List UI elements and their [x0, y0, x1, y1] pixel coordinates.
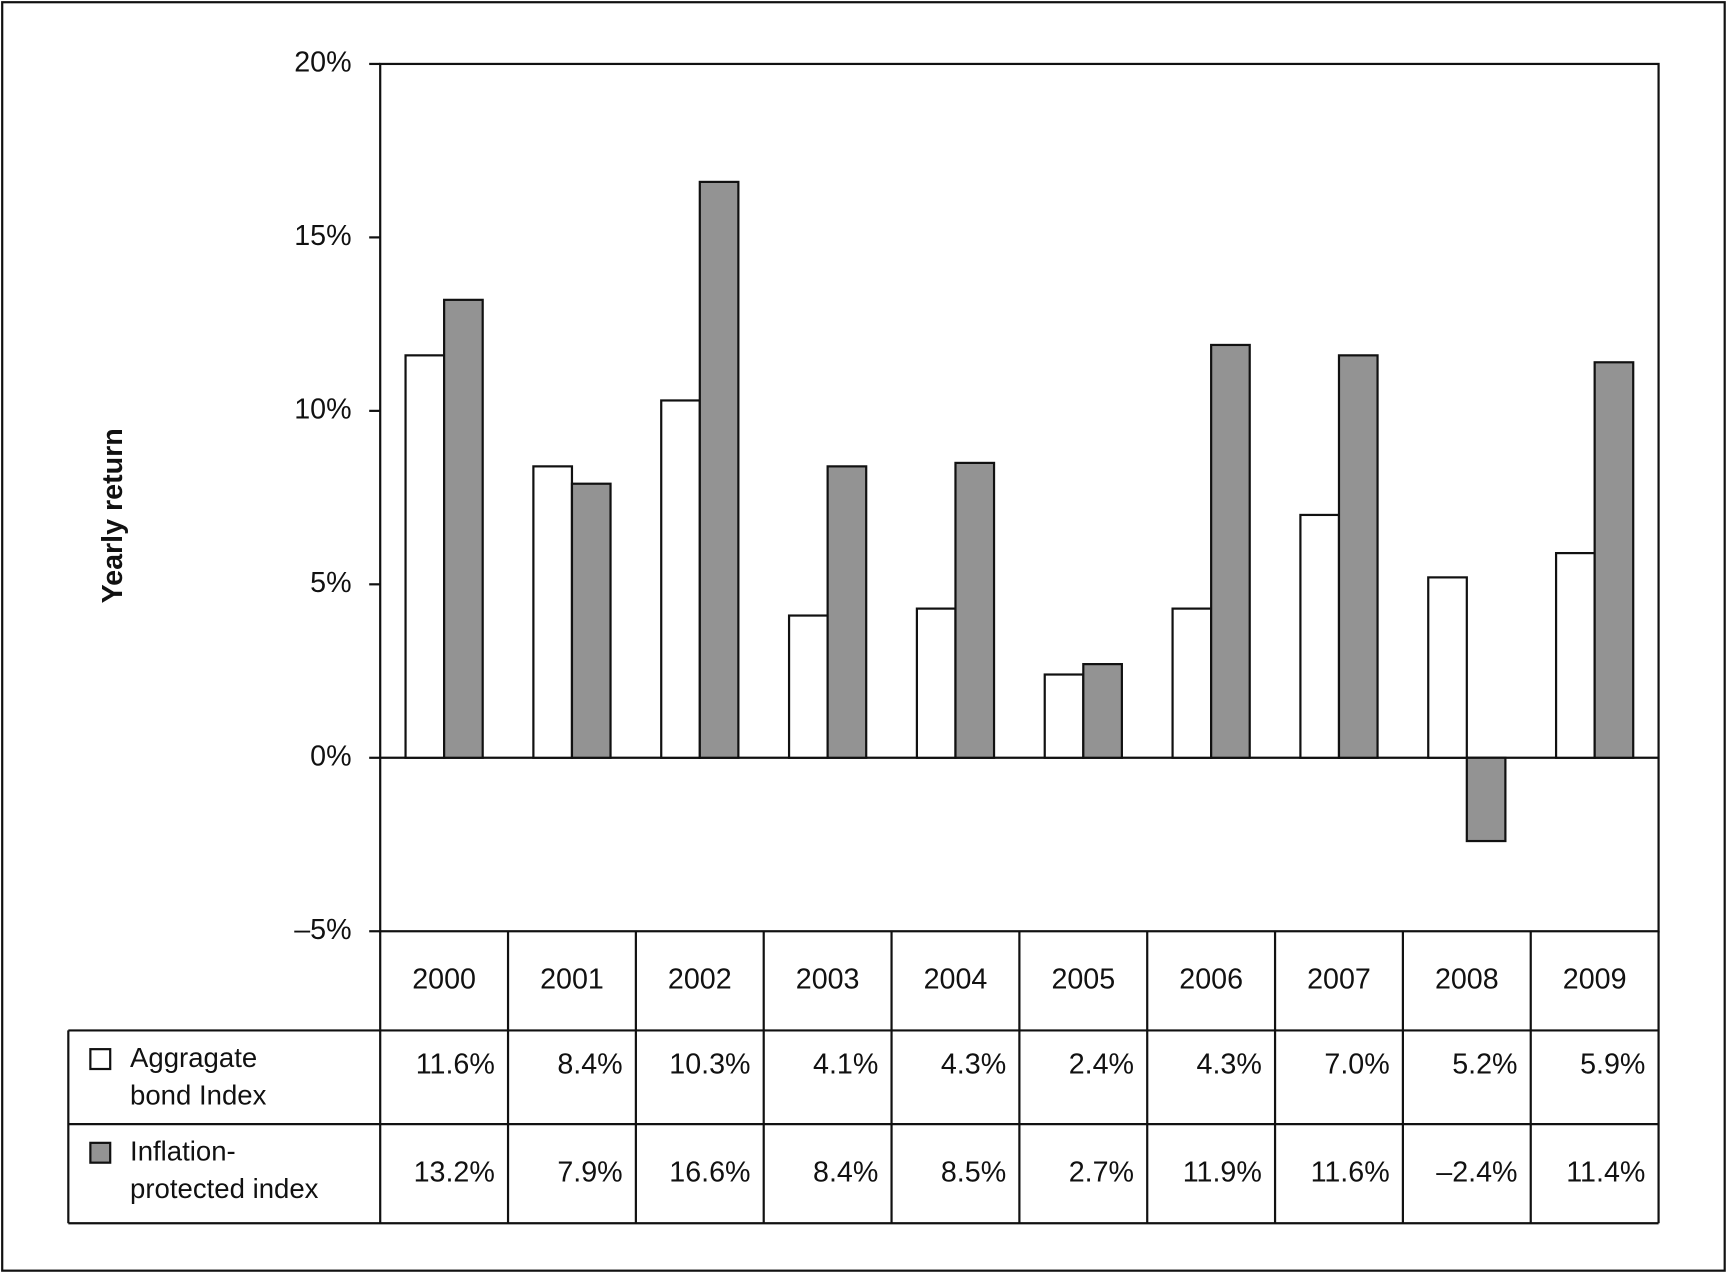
x-tick-label: 2004 — [924, 963, 988, 995]
y-tick-label: 15% — [294, 220, 351, 252]
x-tick-label: 2005 — [1051, 963, 1115, 995]
table-value: 8.5% — [941, 1156, 1006, 1188]
y-tick-label: –5% — [294, 914, 351, 946]
legend-swatch — [89, 1048, 112, 1071]
legend-swatch — [89, 1141, 112, 1164]
table-value: 5.2% — [1452, 1048, 1517, 1080]
bar — [443, 298, 484, 759]
bar — [1427, 576, 1468, 759]
x-tick-label: 2008 — [1435, 963, 1499, 995]
bar — [1082, 663, 1123, 759]
x-tick-label: 2006 — [1179, 963, 1243, 995]
bar — [570, 482, 612, 759]
bar — [532, 465, 574, 759]
table-value: 4.3% — [1197, 1048, 1262, 1080]
bar — [954, 461, 996, 759]
table-value: 11.4% — [1566, 1156, 1645, 1188]
table-value: 11.6% — [416, 1048, 495, 1080]
table-value: 7.9% — [557, 1156, 622, 1188]
table-value: 2.7% — [1069, 1156, 1134, 1188]
y-tick-label: 0% — [310, 740, 351, 772]
bar — [1210, 343, 1251, 759]
table-value: 10.3% — [669, 1048, 750, 1080]
y-axis-label: Yearly return — [97, 428, 129, 603]
table-value: 4.3% — [941, 1048, 1006, 1080]
bar — [826, 465, 868, 759]
table-value: 11.6% — [1311, 1156, 1390, 1188]
x-tick-label: 2000 — [412, 963, 476, 995]
table-value: 2.4% — [1069, 1048, 1134, 1080]
table-value: 11.9% — [1183, 1156, 1262, 1188]
y-tick-label: 10% — [294, 393, 351, 425]
table-value: 8.4% — [813, 1156, 878, 1188]
legend-label-box: Aggragate bond Index — [130, 1042, 267, 1111]
bar — [1043, 673, 1085, 759]
table-value: 13.2% — [414, 1156, 495, 1188]
bar — [1299, 513, 1341, 759]
bar — [698, 180, 740, 759]
x-tick-label: 2003 — [796, 963, 860, 995]
legend-label: Inflation-protected index — [130, 1136, 319, 1205]
x-tick-label: 2009 — [1563, 963, 1627, 995]
legend-label: Aggragate bond Index — [130, 1042, 267, 1111]
y-tick-label: 5% — [310, 567, 351, 599]
legend-label-box: Inflation-protected index — [130, 1136, 319, 1205]
table-value: 7.0% — [1324, 1048, 1389, 1080]
x-tick-label: 2002 — [668, 963, 732, 995]
bar — [915, 607, 957, 759]
table-value: 5.9% — [1580, 1048, 1645, 1080]
table-value: 4.1% — [813, 1048, 878, 1080]
table-value: 16.6% — [669, 1156, 750, 1188]
bar — [1465, 756, 1507, 843]
bar — [1593, 361, 1635, 759]
x-tick-label: 2007 — [1307, 963, 1371, 995]
bar — [1337, 354, 1379, 759]
table-value: –2.4% — [1436, 1156, 1517, 1188]
table-value: 8.4% — [557, 1048, 622, 1080]
bar — [404, 354, 446, 759]
bar — [1171, 607, 1213, 759]
bar — [660, 399, 701, 759]
bar — [787, 614, 829, 759]
y-tick-label: 20% — [294, 47, 351, 79]
bar — [1554, 551, 1596, 759]
x-tick-label: 2001 — [540, 963, 604, 995]
